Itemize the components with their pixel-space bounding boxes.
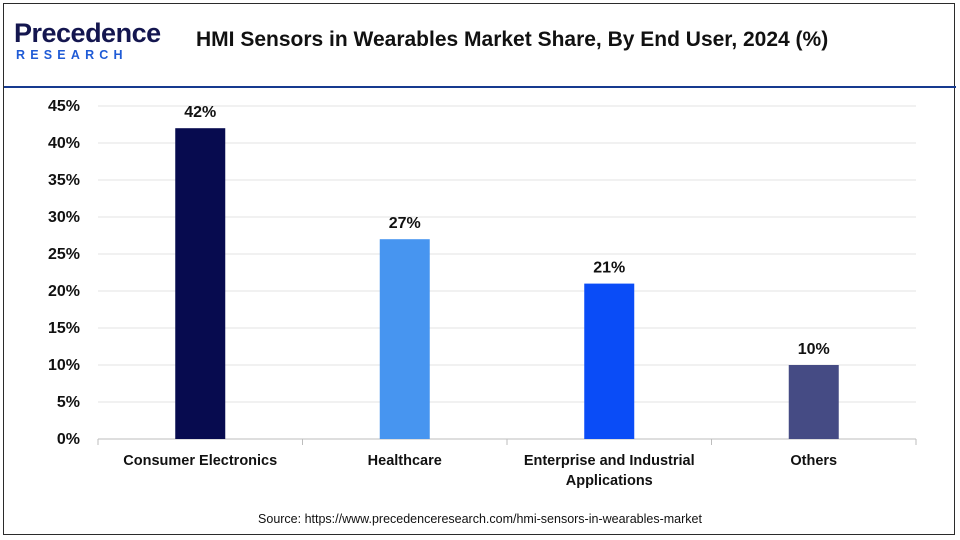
y-tick-label: 35% [48,172,80,189]
bar [788,365,839,439]
y-tick-label: 0% [57,431,80,448]
x-tick-label: Applications [566,473,653,489]
data-label: 42% [184,104,216,121]
y-tick-label: 5% [57,394,80,411]
header: Precedence RESEARCH HMI Sensors in Weara… [0,0,960,86]
y-tick-label: 40% [48,135,80,152]
y-tick-label: 45% [48,98,80,115]
header-divider [4,86,956,88]
x-tick-label: Others [790,453,837,469]
x-tick-label: Healthcare [368,453,442,469]
source-note: Source: https://www.precedenceresearch.c… [258,512,702,526]
x-tick-label: Enterprise and Industrial [524,453,695,469]
y-tick-label: 15% [48,320,80,337]
y-tick-label: 10% [48,357,80,374]
y-tick-label: 30% [48,209,80,226]
bar [175,128,226,439]
logo-wordmark: Precedence [14,18,161,48]
data-label: 27% [389,215,421,232]
x-tick-label: Consumer Electronics [123,453,277,469]
data-label: 21% [593,260,625,277]
y-tick-label: 20% [48,283,80,300]
logo-subtitle: RESEARCH [16,48,128,62]
y-tick-label: 25% [48,246,80,263]
bar [379,239,430,439]
chart-title: HMI Sensors in Wearables Market Share, B… [196,28,829,51]
bar [584,283,635,439]
chart-frame [3,3,955,535]
data-label: 10% [798,341,830,358]
brand-logo: Precedence RESEARCH [14,18,164,66]
